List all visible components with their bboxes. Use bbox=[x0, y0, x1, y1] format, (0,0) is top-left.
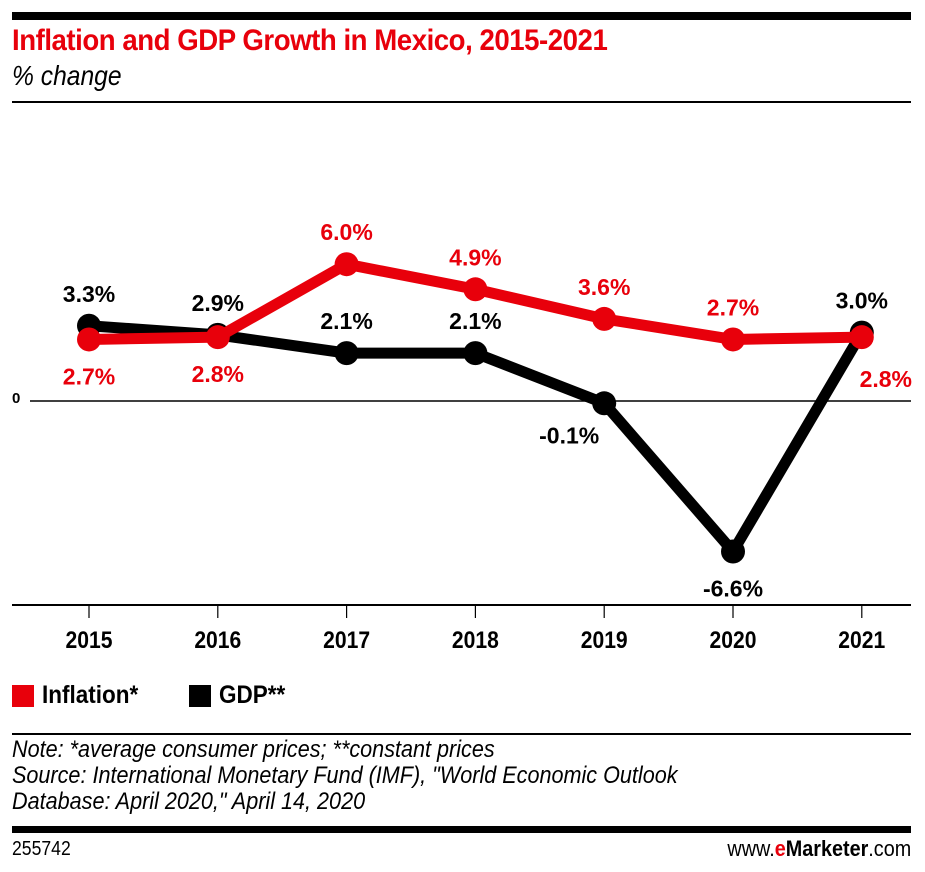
data-label-inflation: 2.8% bbox=[860, 366, 912, 392]
legend-label-inflation: Inflation* bbox=[42, 681, 139, 709]
data-point-inflation bbox=[463, 277, 488, 302]
data-point-gdp bbox=[592, 391, 617, 416]
data-label-gdp: 3.3% bbox=[63, 281, 115, 307]
notes: Note: *average consumer prices; **consta… bbox=[12, 737, 678, 815]
data-point-inflation bbox=[592, 306, 617, 331]
data-label-inflation: 2.7% bbox=[707, 294, 759, 320]
data-point-inflation bbox=[205, 325, 230, 350]
data-label-inflation: 2.8% bbox=[192, 361, 244, 387]
data-label-inflation: 2.7% bbox=[63, 363, 115, 389]
legend: Inflation* GDP** bbox=[12, 681, 333, 710]
bottom-rule bbox=[12, 826, 911, 833]
data-point-inflation bbox=[721, 327, 745, 352]
x-tick-label: 2016 bbox=[194, 627, 241, 654]
source-text-line1: Source: International Monetary Fund (IMF… bbox=[12, 762, 678, 789]
source-text-line2: Database: April 2020," April 14, 2020 bbox=[12, 788, 366, 815]
data-point-inflation bbox=[334, 252, 359, 277]
subtitle-rule bbox=[12, 101, 911, 103]
data-label-gdp: -0.1% bbox=[539, 422, 599, 448]
data-point-inflation bbox=[849, 325, 874, 350]
note-text: Note: *average consumer prices; **consta… bbox=[12, 736, 495, 763]
chart-subtitle: % change bbox=[12, 60, 122, 91]
data-point-gdp bbox=[721, 539, 745, 564]
data-label-inflation: 6.0% bbox=[320, 219, 372, 245]
x-tick-label: 2015 bbox=[66, 627, 113, 654]
top-rule bbox=[12, 12, 911, 20]
y-tick-label: 0 bbox=[12, 390, 20, 407]
legend-label-gdp: GDP** bbox=[218, 681, 286, 709]
chart-title: Inflation and GDP Growth in Mexico, 2015… bbox=[12, 24, 608, 57]
brand-suffix: .com bbox=[868, 836, 911, 861]
brand-e: e bbox=[774, 836, 786, 861]
data-point-gdp bbox=[334, 341, 359, 366]
data-labels: 2.7% 2.8% 6.0% 4.9% 3.6% 2.7% 2.8% 3.3% 2.9% 2.1%… bbox=[63, 219, 912, 601]
line-chart: 0 2015 2016 2017 2018 2019 2020 2021 2.7% 2.8% 6.… bbox=[12, 219, 912, 653]
brand-name: Marketer bbox=[785, 836, 869, 861]
series-lines bbox=[77, 252, 874, 564]
data-label-gdp: 2.1% bbox=[449, 308, 501, 334]
brand-link[interactable]: www.eMarketer.com bbox=[727, 836, 911, 862]
x-tick-label: 2020 bbox=[710, 627, 757, 654]
x-tick-label: 2019 bbox=[581, 627, 628, 654]
legend-swatch-gdp bbox=[188, 684, 211, 707]
x-tick-label: 2018 bbox=[452, 627, 499, 654]
axes: 0 2015 2016 2017 2018 2019 2020 2021 bbox=[12, 390, 911, 653]
data-label-inflation: 4.9% bbox=[449, 244, 501, 270]
x-tick-label: 2017 bbox=[323, 627, 370, 654]
data-label-gdp: -6.6% bbox=[703, 575, 763, 601]
data-label-gdp: 2.9% bbox=[192, 290, 244, 316]
legend-swatch-inflation bbox=[12, 684, 34, 707]
data-label-inflation: 3.6% bbox=[578, 274, 630, 300]
data-label-gdp: 2.1% bbox=[320, 308, 372, 334]
legend-item-gdp: GDP** bbox=[188, 681, 293, 710]
data-point-gdp bbox=[463, 341, 488, 366]
brand-prefix: www. bbox=[727, 836, 775, 861]
chart-id: 255742 bbox=[12, 838, 71, 860]
data-point-inflation bbox=[77, 327, 101, 352]
data-label-gdp: 3.0% bbox=[836, 288, 888, 314]
notes-rule bbox=[12, 733, 911, 735]
legend-item-inflation: Inflation* bbox=[12, 681, 149, 710]
x-tick-label: 2021 bbox=[838, 627, 885, 654]
